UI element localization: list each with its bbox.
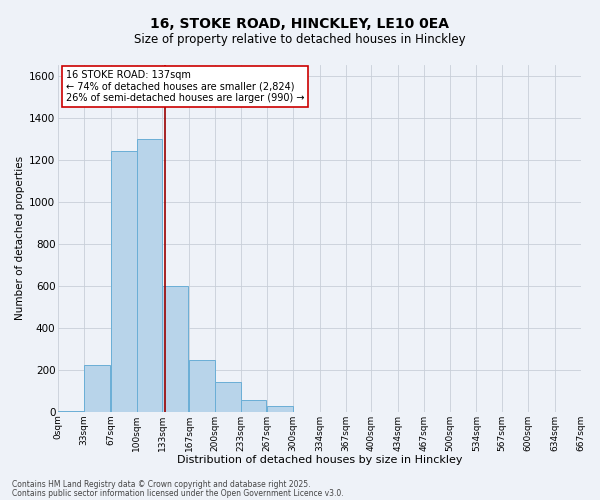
Bar <box>84 366 110 412</box>
Bar <box>215 382 241 412</box>
Bar <box>241 400 266 411</box>
Bar <box>137 138 163 411</box>
Text: Contains HM Land Registry data © Crown copyright and database right 2025.: Contains HM Land Registry data © Crown c… <box>12 480 311 489</box>
Y-axis label: Number of detached properties: Number of detached properties <box>15 156 25 320</box>
Bar <box>267 406 293 412</box>
X-axis label: Distribution of detached houses by size in Hinckley: Distribution of detached houses by size … <box>176 455 462 465</box>
Bar <box>58 410 84 412</box>
Text: 16, STOKE ROAD, HINCKLEY, LE10 0EA: 16, STOKE ROAD, HINCKLEY, LE10 0EA <box>151 18 449 32</box>
Text: Size of property relative to detached houses in Hinckley: Size of property relative to detached ho… <box>134 32 466 46</box>
Bar <box>110 151 137 411</box>
Bar <box>163 286 188 412</box>
Bar <box>189 360 215 412</box>
Text: Contains public sector information licensed under the Open Government Licence v3: Contains public sector information licen… <box>12 488 344 498</box>
Text: 16 STOKE ROAD: 137sqm
← 74% of detached houses are smaller (2,824)
26% of semi-d: 16 STOKE ROAD: 137sqm ← 74% of detached … <box>66 70 305 102</box>
